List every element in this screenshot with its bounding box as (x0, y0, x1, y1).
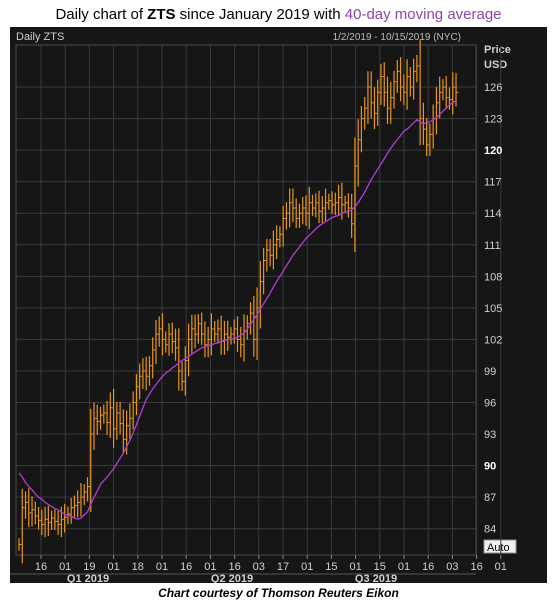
x-tick-label: 16 (180, 561, 192, 573)
y-tick-label: 93 (484, 429, 496, 441)
y-tick-label: 96 (484, 398, 496, 410)
x-tick-label: 01 (156, 561, 168, 573)
title-prefix: Daily chart of (55, 6, 148, 23)
x-tick-label: 16 (228, 561, 240, 573)
plot-area (15, 44, 477, 556)
y-tick-label: 90 (484, 461, 496, 473)
y-tick-label: 120 (484, 145, 502, 157)
x-tick-label: 16 (470, 561, 482, 573)
axis-currency-label: USD (484, 59, 507, 71)
x-tick-label: 16 (422, 561, 434, 573)
x-tick-label: 17 (277, 561, 289, 573)
x-tick-label: 01 (398, 561, 410, 573)
quarter-label: Q1 2019 (67, 573, 109, 583)
title-moving-average: 40-day moving average (344, 6, 502, 23)
y-tick-label: 126 (484, 82, 502, 94)
quarter-label: Q2 2019 (211, 573, 253, 583)
chart-panel: Daily ZTS 1/2/2019 - 10/15/2019 (NYC) Pr… (10, 27, 547, 585)
moving-average-line (18, 100, 457, 520)
chart-instrument-label: Daily ZTS (16, 31, 64, 43)
y-tick-label: 114 (484, 208, 502, 220)
x-tick-label: 15 (374, 561, 386, 573)
y-tick-label: 105 (484, 303, 502, 315)
x-axis: 16 01 19 01 18 01 16 01 16 03 17 01 15 01 15 01 16 03 16 01… (10, 555, 507, 585)
price-chart: Daily ZTS 1/2/2019 - 10/15/2019 (NYC) Pr… (10, 31, 517, 585)
y-tick-label: 108 (484, 271, 502, 283)
x-tick-label: 03 (253, 561, 265, 573)
x-tick-label: 01 (107, 561, 119, 573)
axis-price-label: Price (484, 44, 511, 56)
x-tick-label: 01 (301, 561, 313, 573)
y-tick-label: 99 (484, 366, 496, 378)
y-axis: 84 87 90 93 96 99 102 105 108 111 114 117 120 123 126 (484, 82, 502, 536)
y-tick-label: 123 (484, 114, 502, 126)
x-tick-label: 01 (349, 561, 361, 573)
x-tick-label: 01 (495, 561, 507, 573)
quarter-label: Q3 2019 (355, 573, 397, 583)
title-ticker: ZTS (147, 6, 176, 23)
x-tick-label: 15 (325, 561, 337, 573)
auto-scale-label: Auto (487, 542, 510, 554)
y-tick-label: 111 (484, 240, 501, 252)
chart-caption: Chart courtesy of Thomson Reuters Eikon (158, 586, 399, 600)
x-tick-label: 16 (35, 561, 47, 573)
y-tick-label: 84 (484, 524, 496, 536)
x-tick-label: 01 (59, 561, 71, 573)
title-middle: since January 2019 with (175, 6, 345, 23)
chart-title: Daily chart of ZTS since January 2019 wi… (0, 6, 557, 23)
y-tick-label: 117 (484, 177, 502, 189)
moving-average-series (18, 100, 457, 520)
price-bars (18, 39, 459, 564)
chart-date-range: 1/2/2019 - 10/15/2019 (NYC) (333, 32, 461, 43)
x-tick-label: 18 (132, 561, 144, 573)
x-tick-label: 19 (83, 561, 95, 573)
auto-scale-button[interactable] (483, 539, 517, 554)
y-tick-label: 87 (484, 492, 496, 504)
grid (15, 44, 502, 556)
y-tick-label: 102 (484, 334, 502, 346)
x-tick-label: 03 (446, 561, 458, 573)
x-tick-label: 01 (204, 561, 216, 573)
